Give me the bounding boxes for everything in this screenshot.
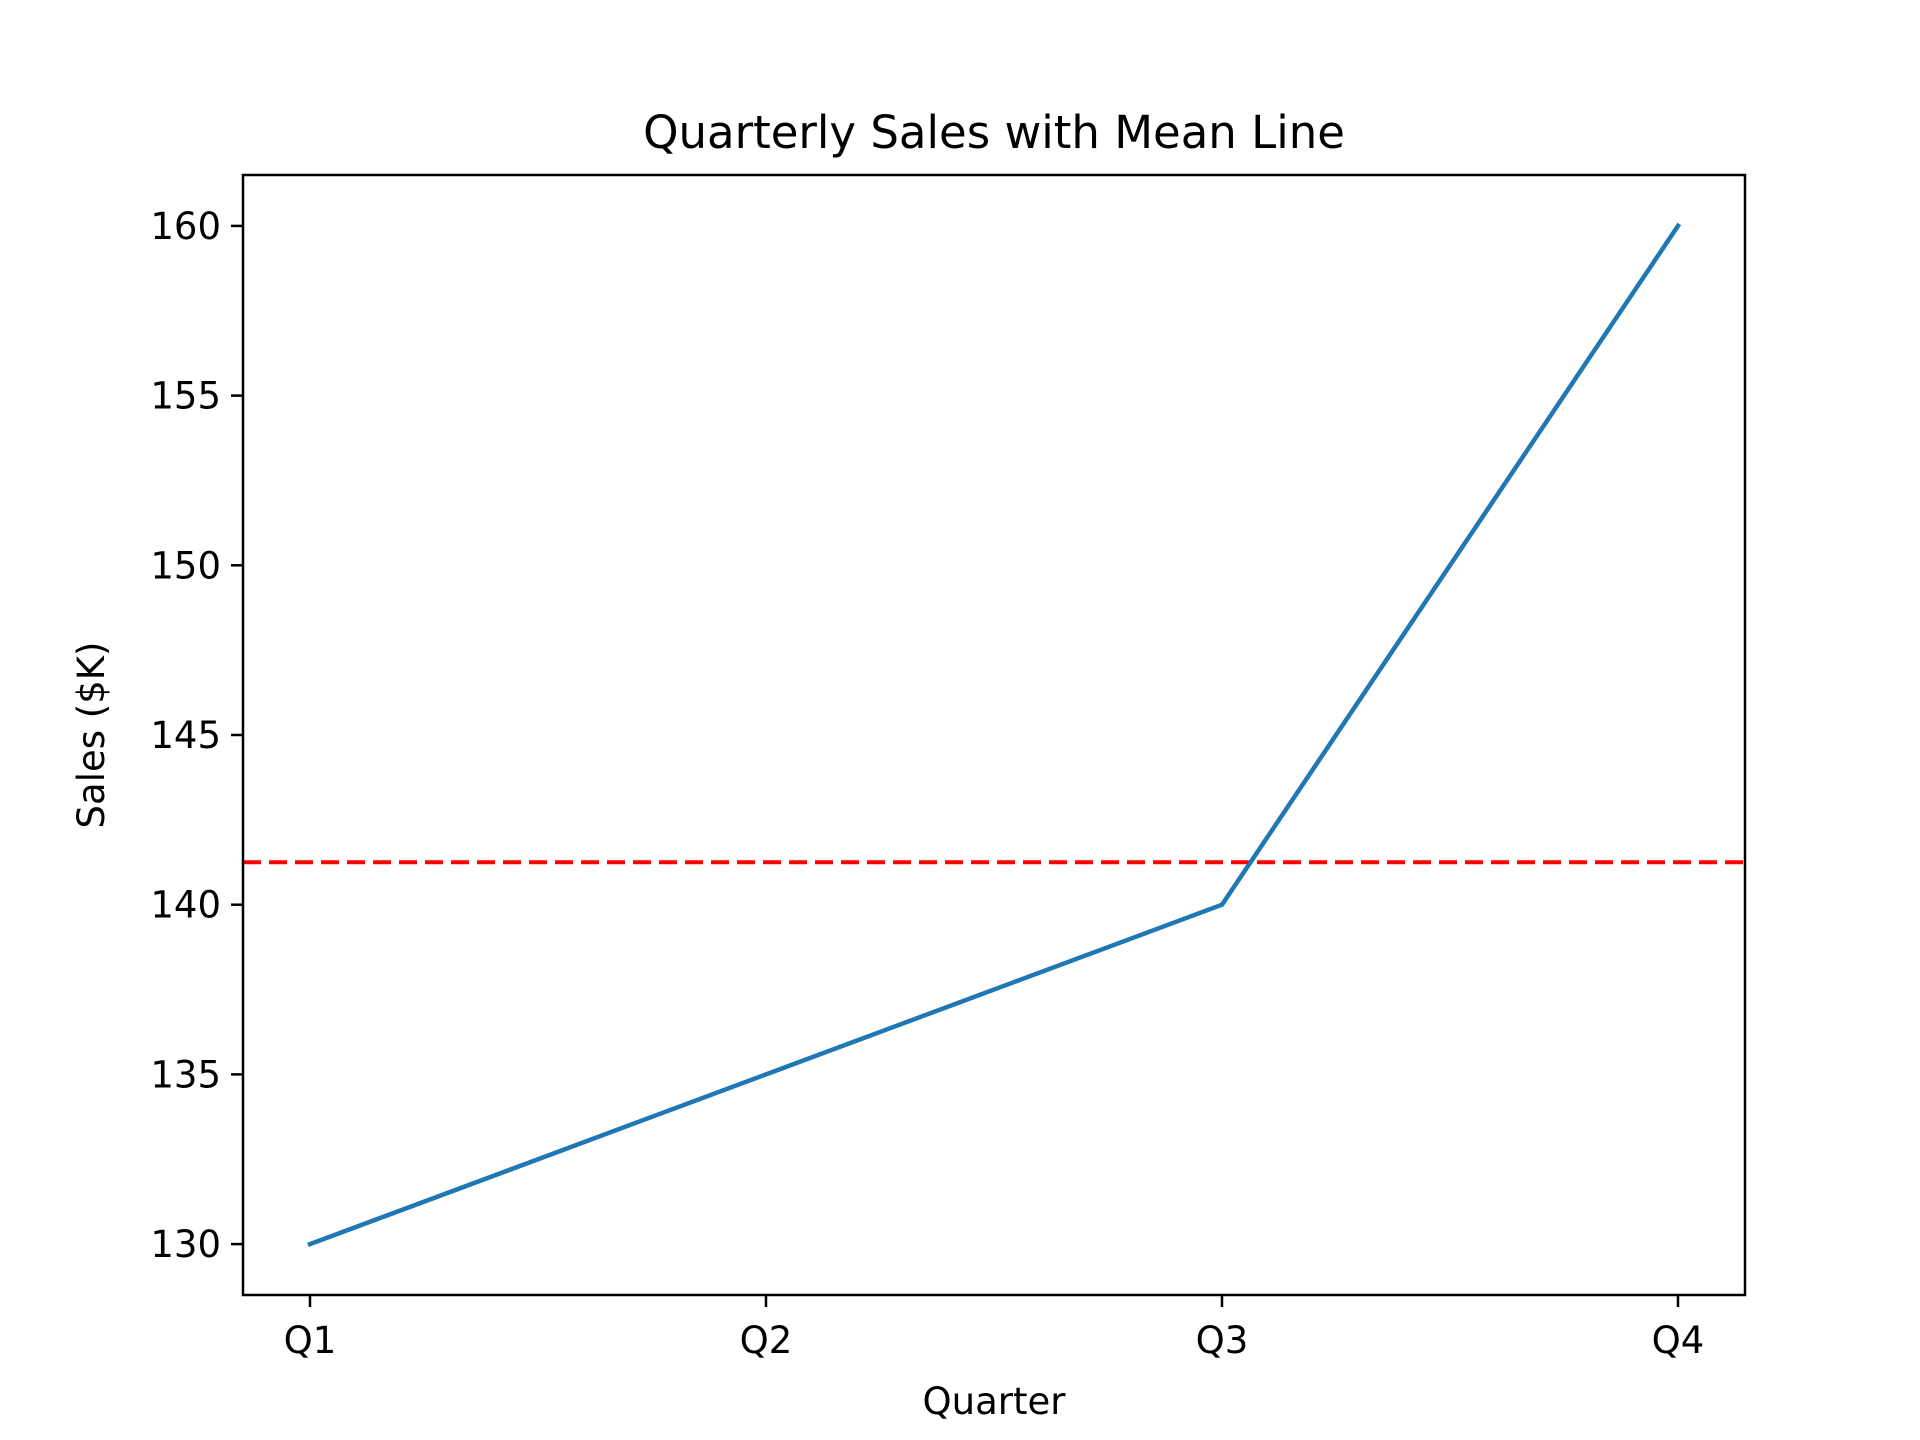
x-axis-label: Quarter: [923, 1380, 1067, 1423]
plot-area: [243, 222, 1745, 1247]
axes-frame: [241, 173, 1747, 1297]
x-tick-label-q3: Q3: [1196, 1319, 1249, 1362]
x-axis: Q1 Q2 Q3 Q4: [284, 1295, 1705, 1362]
y-tick-label: 145: [150, 714, 221, 757]
y-tick-label: 160: [150, 205, 221, 248]
y-tick-label: 135: [150, 1053, 221, 1096]
y-tick-label: 130: [150, 1223, 221, 1266]
y-tick-label: 140: [150, 884, 221, 927]
x-tick-label-q2: Q2: [740, 1319, 793, 1362]
x-tick-label-q1: Q1: [284, 1319, 337, 1362]
x-tick-label-q4: Q4: [1652, 1319, 1705, 1362]
y-axis-label: Sales ($K): [70, 642, 113, 829]
chart-title: Quarterly Sales with Mean Line: [643, 106, 1345, 159]
y-axis: 130 135 140 145 150 155 160: [150, 205, 243, 1266]
y-tick-label: 155: [150, 375, 221, 418]
y-tick-label: 150: [150, 544, 221, 587]
series-line: [307, 222, 1682, 1247]
